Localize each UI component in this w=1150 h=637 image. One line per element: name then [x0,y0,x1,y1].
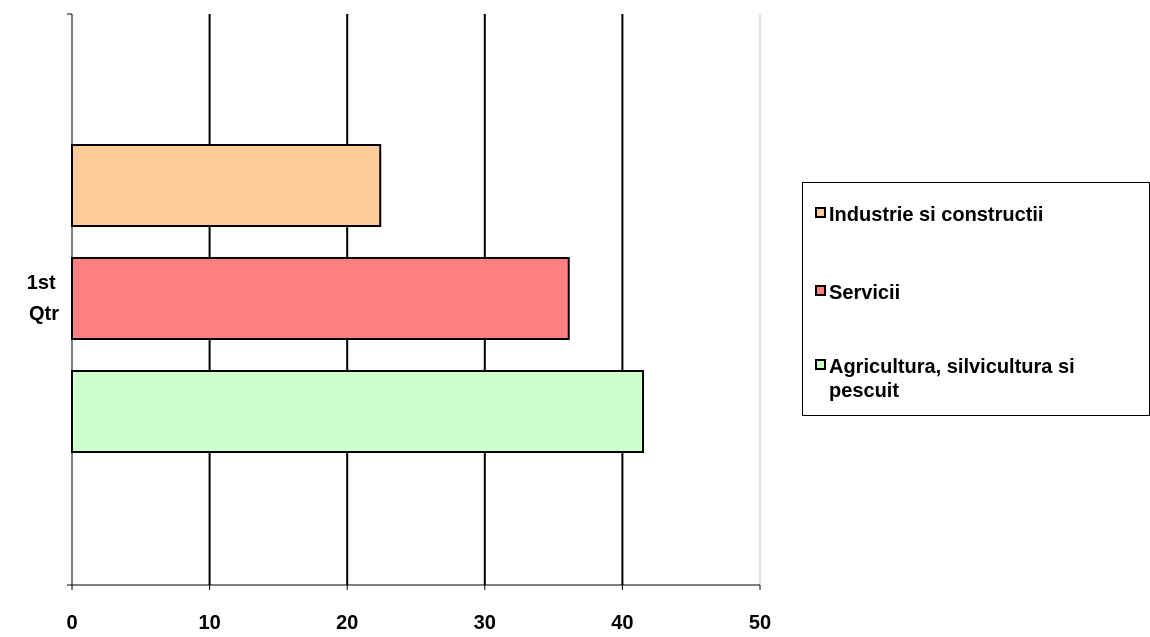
legend-label-servicii-line1: Servicii [829,282,901,304]
legend-item-servicii: Servicii [815,281,1129,305]
legend-label-industrie: Industrie si constructii [829,203,1129,227]
legend-label-agricultura-line2: pescuit [829,380,900,402]
bars [71,144,645,453]
x-tick-label-10: 10 [198,612,220,634]
x-tick-labels: 0 10 20 30 40 50 [66,612,771,634]
axes [67,13,761,590]
bar-servicii [71,257,570,340]
legend-swatch-servicii [815,285,826,296]
category-label-line1: 1st [27,272,56,294]
legend-item-industrie: Industrie si constructii [815,203,1129,227]
legend-swatch-agricultura [815,359,826,370]
legend-label-industrie-line1: Industrie si constructii [829,204,1044,226]
bar-industrie [71,144,382,227]
bar-agricultura [71,370,645,453]
legend-item-agricultura: Agricultura, silvicultura si pescuit [815,355,1129,403]
legend-label-servicii: Servicii [829,281,1129,305]
category-label-line2: Qtr [29,303,59,325]
legend-swatch-industrie [815,207,826,218]
legend-label-agricultura-line1: Agricultura, silvicultura si [829,356,1075,378]
category-label: 1st Qtr [27,272,61,325]
x-tick-label-40: 40 [611,612,633,634]
legend: Industrie si constructii Servicii Agricu… [802,182,1150,416]
x-tick-label-50: 50 [749,612,771,634]
x-tick-label-20: 20 [336,612,358,634]
x-tick-label-0: 0 [66,612,77,634]
x-tick-label-30: 30 [474,612,496,634]
legend-label-agricultura: Agricultura, silvicultura si pescuit [829,355,1129,403]
